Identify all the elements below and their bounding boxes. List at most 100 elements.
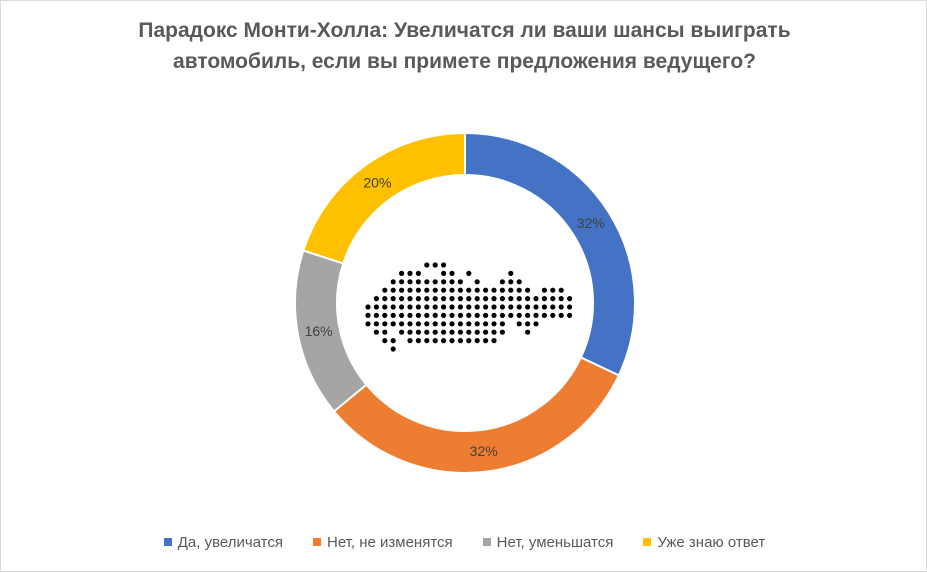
car-dot xyxy=(365,304,371,310)
car-dot xyxy=(474,329,480,335)
car-dot xyxy=(483,338,489,344)
car-dot xyxy=(390,279,396,285)
car-dot xyxy=(525,321,531,327)
legend-swatch xyxy=(643,538,652,546)
car-dot xyxy=(457,338,463,344)
car-dot xyxy=(373,296,379,302)
car-dot xyxy=(483,329,489,335)
car-dot xyxy=(432,338,438,344)
car-dot xyxy=(474,321,480,327)
car-dot xyxy=(567,296,573,302)
car-dots-icon xyxy=(365,262,573,352)
car-dot xyxy=(415,296,421,302)
car-dot xyxy=(415,304,421,310)
car-dot xyxy=(558,304,564,310)
car-dot xyxy=(390,304,396,310)
car-dot xyxy=(373,329,379,335)
car-dot xyxy=(449,304,455,310)
car-dot xyxy=(466,338,472,344)
car-dot xyxy=(407,296,413,302)
car-dot xyxy=(457,296,463,302)
car-dot xyxy=(390,312,396,318)
car-dot xyxy=(432,329,438,335)
car-dot xyxy=(516,296,522,302)
car-dot xyxy=(508,312,514,318)
car-dot xyxy=(424,338,430,344)
car-dot xyxy=(525,312,531,318)
car-dot xyxy=(441,262,447,268)
car-dot xyxy=(399,329,405,335)
car-dot xyxy=(567,312,573,318)
car-dot xyxy=(399,279,405,285)
car-dot xyxy=(466,296,472,302)
legend-item-no-decrease: Нет, уменьшатся xyxy=(482,533,614,551)
car-dot xyxy=(533,312,539,318)
car-dot xyxy=(390,296,396,302)
car-dot xyxy=(415,312,421,318)
data-label-know-answer: 20% xyxy=(363,174,391,190)
legend-swatch xyxy=(313,538,321,546)
car-dot xyxy=(516,312,522,318)
legend-item-no-change: Нет, не изменятся xyxy=(313,534,453,551)
car-dot xyxy=(483,321,489,327)
car-dot xyxy=(407,312,413,318)
data-label-no-change: 32% xyxy=(470,443,498,459)
car-dot xyxy=(516,287,522,293)
legend-swatch xyxy=(482,538,491,546)
data-labels: 32% 32% 16% 20% xyxy=(305,174,605,458)
car-dot xyxy=(424,279,430,285)
car-dot xyxy=(449,321,455,327)
car-dot xyxy=(441,279,447,285)
car-dot xyxy=(516,279,522,285)
car-dot xyxy=(441,312,447,318)
car-dot xyxy=(466,321,472,327)
car-dot xyxy=(508,287,514,293)
chart-title: Парадокс Монти-Холла: Увеличатся ли ваши… xyxy=(81,15,848,77)
car-dot xyxy=(499,321,505,327)
car-dot xyxy=(474,287,480,293)
donut-slices xyxy=(294,131,636,474)
legend-label: Нет, не изменятся xyxy=(327,533,453,551)
car-dot xyxy=(558,296,564,302)
car-dot xyxy=(415,287,421,293)
car-dot xyxy=(457,279,463,285)
car-dot xyxy=(483,304,489,310)
car-dot xyxy=(432,304,438,310)
car-dot xyxy=(441,296,447,302)
car-dot xyxy=(550,287,556,293)
car-dot xyxy=(399,270,405,276)
car-dot xyxy=(415,279,421,285)
car-dot xyxy=(541,312,548,318)
chart-title-line-2: автомобиль, если вы примете предложения … xyxy=(173,50,756,73)
legend-label: Да, увеличатся xyxy=(177,533,283,551)
car-dot xyxy=(466,329,472,335)
car-dot xyxy=(533,304,539,310)
car-dot xyxy=(382,329,388,335)
car-dot xyxy=(424,304,430,310)
car-dot xyxy=(499,279,505,285)
car-dot xyxy=(491,338,497,344)
car-dot xyxy=(483,312,489,318)
car-dot xyxy=(407,287,413,293)
car-dot xyxy=(390,346,396,352)
legend-item-yes-increase: Да, увеличатся xyxy=(163,533,283,551)
car-dot xyxy=(390,338,396,344)
car-dot xyxy=(399,304,405,310)
car-dot xyxy=(499,304,505,310)
car-dot xyxy=(550,312,556,318)
legend-label: Нет, уменьшатся xyxy=(496,533,614,551)
car-dot xyxy=(432,279,438,285)
car-dot xyxy=(491,287,497,293)
car-dot xyxy=(424,312,430,318)
car-dot xyxy=(390,321,396,327)
slice-yes-increase xyxy=(464,131,636,377)
car-dot xyxy=(407,270,413,276)
car-dot xyxy=(365,312,371,318)
car-dot xyxy=(432,321,438,327)
car-dot xyxy=(449,287,455,293)
car-dot xyxy=(373,304,379,310)
car-dot xyxy=(407,329,413,335)
car-dot xyxy=(399,296,405,302)
car-dot xyxy=(407,321,413,327)
car-dot xyxy=(541,287,548,293)
